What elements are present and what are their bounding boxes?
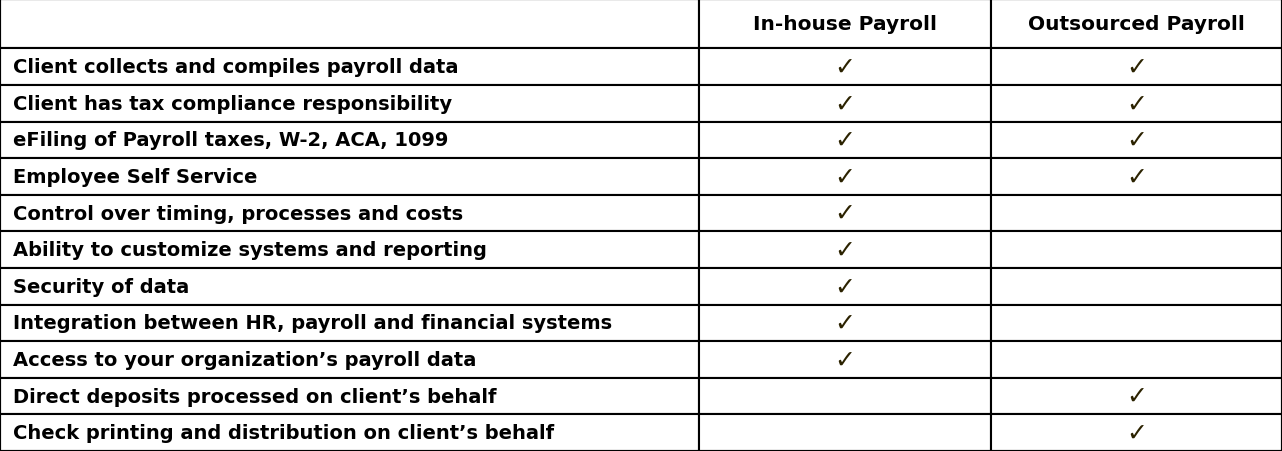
Text: Client collects and compiles payroll data: Client collects and compiles payroll dat… bbox=[13, 58, 459, 77]
Bar bbox=[699, 159, 991, 195]
Bar bbox=[991, 268, 1282, 305]
Text: Control over timing, processes and costs: Control over timing, processes and costs bbox=[13, 204, 463, 223]
Bar bbox=[699, 232, 991, 268]
Text: In-house Payroll: In-house Payroll bbox=[753, 15, 937, 34]
Text: ✓: ✓ bbox=[835, 55, 855, 79]
Text: eFiling of Payroll taxes, W-2, ACA, 1099: eFiling of Payroll taxes, W-2, ACA, 1099 bbox=[13, 131, 449, 150]
Text: Employee Self Service: Employee Self Service bbox=[13, 168, 258, 187]
Bar bbox=[991, 122, 1282, 159]
Bar bbox=[699, 0, 991, 49]
Bar bbox=[0, 232, 699, 268]
Text: ✓: ✓ bbox=[1126, 92, 1147, 116]
Text: ✓: ✓ bbox=[835, 311, 855, 335]
Bar bbox=[699, 86, 991, 122]
Bar bbox=[0, 122, 699, 159]
Bar bbox=[0, 49, 699, 86]
Bar bbox=[991, 49, 1282, 86]
Bar bbox=[991, 86, 1282, 122]
Bar bbox=[699, 195, 991, 232]
Text: ✓: ✓ bbox=[835, 348, 855, 372]
Bar bbox=[699, 414, 991, 451]
Bar bbox=[991, 159, 1282, 195]
Text: ✓: ✓ bbox=[1126, 384, 1147, 408]
Text: Client has tax compliance responsibility: Client has tax compliance responsibility bbox=[13, 95, 453, 114]
Bar bbox=[991, 305, 1282, 341]
Bar bbox=[991, 378, 1282, 414]
Bar bbox=[991, 0, 1282, 49]
Text: ✓: ✓ bbox=[1126, 421, 1147, 445]
Bar bbox=[0, 0, 699, 49]
Text: ✓: ✓ bbox=[835, 275, 855, 299]
Bar bbox=[991, 414, 1282, 451]
Text: ✓: ✓ bbox=[835, 92, 855, 116]
Text: Security of data: Security of data bbox=[13, 277, 188, 296]
Bar bbox=[0, 159, 699, 195]
Bar bbox=[991, 232, 1282, 268]
Text: Access to your organization’s payroll data: Access to your organization’s payroll da… bbox=[13, 350, 476, 369]
Text: Outsourced Payroll: Outsourced Payroll bbox=[1028, 15, 1245, 34]
Bar bbox=[991, 195, 1282, 232]
Text: ✓: ✓ bbox=[1126, 55, 1147, 79]
Text: ✓: ✓ bbox=[835, 238, 855, 262]
Bar bbox=[0, 86, 699, 122]
Bar bbox=[699, 122, 991, 159]
Bar bbox=[0, 305, 699, 341]
Bar bbox=[0, 378, 699, 414]
Bar bbox=[0, 195, 699, 232]
Text: ✓: ✓ bbox=[1126, 165, 1147, 189]
Text: Check printing and distribution on client’s behalf: Check printing and distribution on clien… bbox=[13, 423, 554, 442]
Bar bbox=[0, 414, 699, 451]
Text: Integration between HR, payroll and financial systems: Integration between HR, payroll and fina… bbox=[13, 314, 612, 333]
Bar bbox=[991, 341, 1282, 378]
Text: ✓: ✓ bbox=[835, 129, 855, 152]
Bar bbox=[699, 341, 991, 378]
Bar bbox=[699, 268, 991, 305]
Text: ✓: ✓ bbox=[835, 165, 855, 189]
Text: ✓: ✓ bbox=[1126, 129, 1147, 152]
Text: Direct deposits processed on client’s behalf: Direct deposits processed on client’s be… bbox=[13, 387, 496, 406]
Bar bbox=[0, 341, 699, 378]
Bar bbox=[699, 49, 991, 86]
Bar bbox=[699, 305, 991, 341]
Bar bbox=[699, 378, 991, 414]
Text: Ability to customize systems and reporting: Ability to customize systems and reporti… bbox=[13, 241, 487, 260]
Text: ✓: ✓ bbox=[835, 202, 855, 226]
Bar bbox=[0, 268, 699, 305]
